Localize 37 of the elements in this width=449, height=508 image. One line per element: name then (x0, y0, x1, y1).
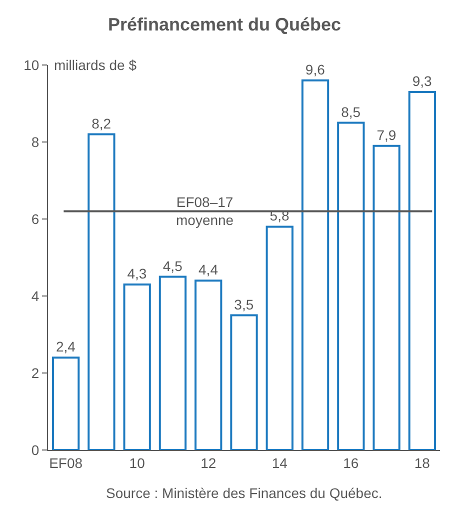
y-tick-label: 6 (31, 210, 40, 227)
y-tick-label: 8 (31, 134, 40, 150)
data-label: 9,6 (305, 61, 326, 78)
bar (123, 283, 151, 450)
data-label: 2,4 (56, 338, 76, 355)
data-label: 8,2 (92, 115, 112, 132)
bar (372, 144, 400, 450)
bar (266, 226, 294, 450)
bar (408, 90, 436, 450)
x-tick-label: 10 (129, 454, 146, 471)
data-label: 4,5 (162, 258, 183, 274)
chart-title: Préfinancement du Québec (108, 14, 342, 34)
data-label: 7,9 (376, 126, 396, 143)
data-label: 8,5 (341, 104, 361, 120)
data-label: 4,3 (127, 265, 147, 282)
x-tick-label: 16 (343, 454, 359, 471)
bar (52, 356, 80, 450)
bar (194, 280, 222, 450)
x-tick-label: EF08 (49, 454, 83, 471)
bar (230, 314, 258, 450)
ref-line-label: EF08–17 moyenne (176, 194, 234, 228)
y-tick-label: 0 (31, 442, 40, 458)
y-axis-title: milliards de $ (54, 57, 137, 73)
y-tick-label: 2 (31, 364, 40, 381)
bar (88, 133, 116, 450)
data-label: 3,5 (234, 296, 254, 312)
bar (301, 79, 330, 450)
bar (158, 276, 187, 450)
x-tick-label: 18 (414, 454, 430, 471)
y-tick-label: 4 (31, 288, 40, 304)
x-tick-label: 12 (200, 454, 216, 471)
data-label: 9,3 (412, 72, 432, 89)
bar (337, 122, 365, 450)
y-tick-label: 10 (24, 56, 40, 73)
x-tick-label: 14 (272, 454, 288, 471)
source-note: Source : Ministère des Finances du Québec. (106, 485, 382, 501)
data-label: 4,4 (198, 262, 218, 278)
